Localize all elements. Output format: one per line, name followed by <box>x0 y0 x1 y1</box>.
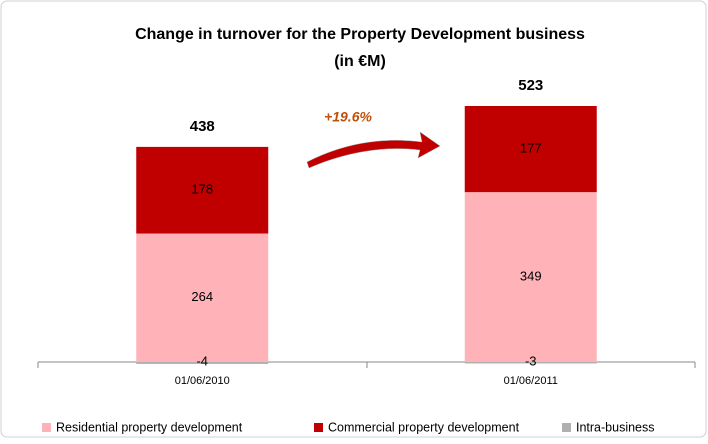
legend-label: Intra-business <box>576 420 655 434</box>
bar-segment <box>464 106 597 193</box>
annotation: +19.6% <box>324 109 372 125</box>
bar-segment <box>136 146 269 234</box>
value-label: 177 <box>520 141 542 156</box>
bar-segment <box>136 233 269 362</box>
value-label: 349 <box>520 269 542 284</box>
total-label: 523 <box>518 77 543 94</box>
x-tick-label: 01/06/2010 <box>175 375 230 387</box>
value-label: 178 <box>191 182 213 197</box>
x-tick-label: 01/06/2011 <box>504 375 558 387</box>
legend-swatch <box>42 423 51 432</box>
value-label: -3 <box>525 353 537 368</box>
chart-title: Change in turnover for the Property Deve… <box>135 26 585 43</box>
chart-subtitle: (in €M) <box>334 53 386 70</box>
bar-segment <box>136 362 269 364</box>
bar-segment <box>464 192 597 362</box>
legend-label: Residential property development <box>56 420 243 434</box>
total-label: 438 <box>190 118 215 135</box>
legend-label: Commercial property development <box>328 420 520 434</box>
growth-arrow <box>306 131 441 169</box>
legend-swatch <box>562 423 571 432</box>
value-label: 264 <box>191 289 213 304</box>
value-label: -4 <box>196 353 208 368</box>
legend-swatch <box>314 423 323 432</box>
bar-segment <box>464 362 597 364</box>
